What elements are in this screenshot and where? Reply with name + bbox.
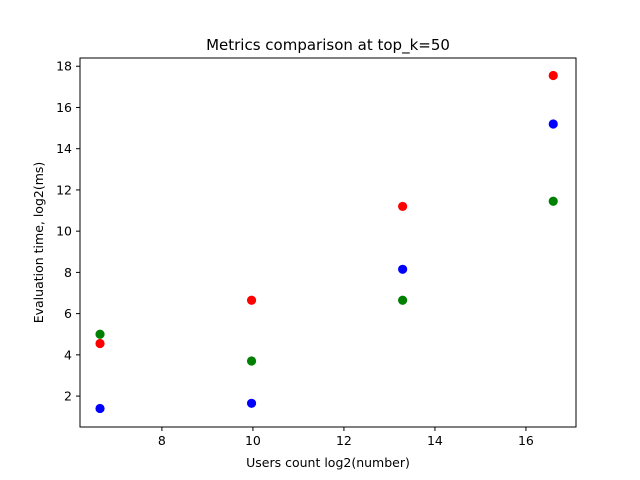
data-point-series-2-3: [548, 119, 558, 129]
y-tick-label: 18: [56, 59, 72, 74]
data-point-series-2-0: [95, 403, 105, 414]
x-tick-label: 8: [158, 433, 166, 448]
x-tick-label: 10: [245, 433, 261, 448]
data-point-series-1-3: [548, 196, 558, 206]
x-tick-label: 14: [427, 433, 443, 448]
axes-frame: [79, 57, 577, 428]
data-point-series-1-0: [95, 329, 105, 339]
data-point-series-1-2: [398, 295, 408, 305]
y-tick-label: 14: [56, 141, 72, 156]
data-points: [95, 70, 558, 414]
data-point-series-0-2: [398, 201, 408, 212]
y-tick-label: 10: [56, 224, 72, 239]
y-tick-label: 8: [64, 265, 72, 280]
x-axis-ticks: 8 10 12 14 16: [158, 427, 534, 448]
y-axis-label: Evaluation time, log2(ms): [31, 162, 46, 324]
data-point-series-2-2: [398, 264, 408, 274]
y-tick-label: 12: [56, 182, 72, 197]
x-tick-label: 12: [336, 433, 352, 448]
data-point-series-2-1: [246, 398, 257, 408]
data-point-series-0-0: [95, 338, 105, 349]
x-tick-label: 16: [518, 433, 534, 448]
x-axis-label: Users count log2(number): [246, 455, 410, 470]
y-tick-label: 2: [64, 389, 72, 404]
y-axis-ticks: 2 4 6 8 10 12 14 16 18: [56, 59, 80, 404]
y-tick-label: 6: [64, 306, 72, 321]
chart-title: Metrics comparison at top_k=50: [206, 36, 450, 55]
data-point-series-1-1: [246, 356, 257, 366]
y-tick-label: 4: [64, 347, 72, 362]
y-tick-label: 16: [56, 100, 72, 115]
data-point-series-0-1: [246, 295, 257, 305]
data-point-series-0-3: [548, 70, 558, 81]
plot-area: 8 10 12 14 16 2 4 6 8 10 12 14 16 18: [56, 57, 577, 448]
